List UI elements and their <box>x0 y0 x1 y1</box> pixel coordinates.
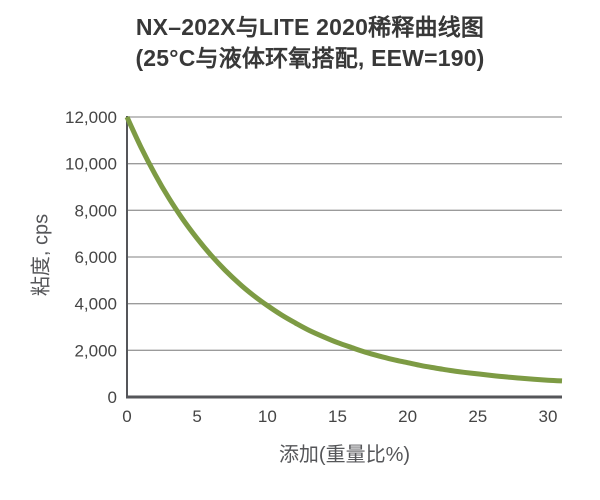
dilution-curve-line <box>124 115 563 384</box>
chart-title-line1: NX–202X与LITE 2020稀释曲线图 <box>135 14 485 40</box>
y-tick-label: 8,000 <box>74 201 117 220</box>
x-tick-label: 15 <box>328 407 347 426</box>
y-tick-label: 2,000 <box>74 341 117 360</box>
y-tick-label: 10,000 <box>65 155 117 174</box>
x-tick-label: 20 <box>398 407 417 426</box>
chart-title-line2: (25°C与液体环氧搭配, EEW=190) <box>135 45 485 71</box>
x-tick-label: 5 <box>192 407 201 426</box>
y-tick-label: 6,000 <box>74 248 117 267</box>
x-axis-title: 添加(重量比%) <box>278 444 411 466</box>
x-tick-label: 10 <box>258 407 277 426</box>
y-axis-title-text: 粘度, cps <box>30 213 53 297</box>
chart-title: NX–202X与LITE 2020稀释曲线图 (25°C与液体环氧搭配, EEW… <box>20 12 600 74</box>
x-tick-label: 25 <box>468 407 487 426</box>
x-tick-label: 30 <box>539 407 558 426</box>
y-tick-label: 4,000 <box>74 295 117 314</box>
y-tick-label: 0 <box>108 388 117 407</box>
x-tick-label: 0 <box>122 407 131 426</box>
y-tick-label: 12,000 <box>65 108 117 127</box>
